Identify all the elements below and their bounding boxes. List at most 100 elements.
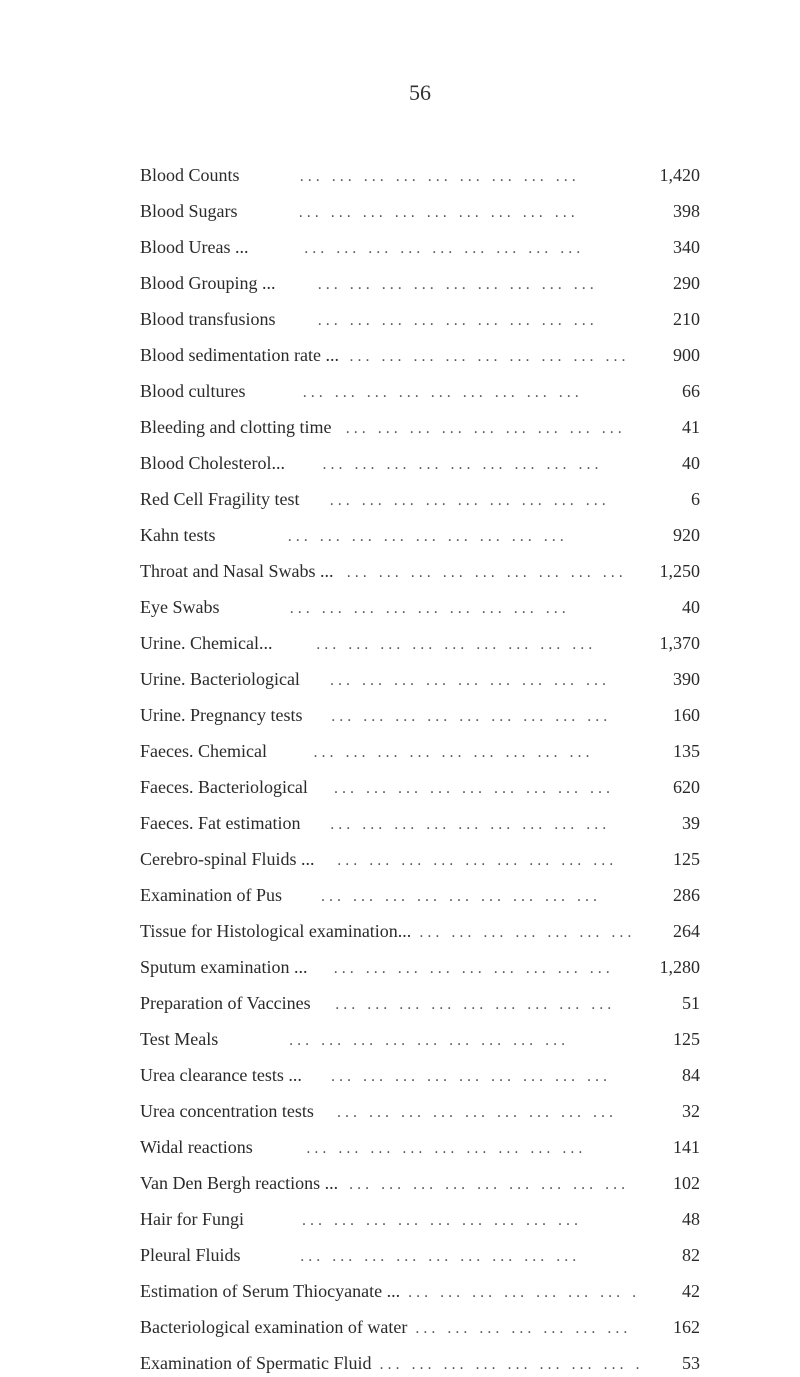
entry-dots: ... ... ... ... ... ... ... ... ...: [216, 525, 641, 549]
entry-value: 340: [640, 234, 700, 261]
entry-dots: ... ... ... ... ... ... ... ... ...: [407, 1317, 640, 1341]
entry-label: Urine. Bacteriological: [140, 666, 300, 693]
entry-dots: ... ... ... ... ... ... ... ... ...: [244, 1209, 640, 1233]
entry-row: Faeces. Chemical... ... ... ... ... ... …: [140, 738, 700, 765]
entry-label: Blood sedimentation rate ...: [140, 342, 339, 369]
entry-label: Faeces. Chemical: [140, 738, 267, 765]
entry-value: 40: [640, 594, 700, 621]
entry-dots: ... ... ... ... ... ... ... ... ...: [338, 1173, 640, 1197]
entry-row: Blood sedimentation rate ...... ... ... …: [140, 342, 700, 369]
entry-value: 135: [640, 738, 700, 765]
entry-label: Blood Cholesterol...: [140, 450, 285, 477]
entry-row: Examination of Pus... ... ... ... ... ..…: [140, 882, 700, 909]
entry-value: 390: [640, 666, 700, 693]
entry-row: Eye Swabs... ... ... ... ... ... ... ...…: [140, 594, 700, 621]
entry-dots: ... ... ... ... ... ... ... ... ...: [371, 1353, 640, 1377]
entry-label: Pleural Fluids: [140, 1242, 241, 1269]
entry-row: Urine. Pregnancy tests... ... ... ... ..…: [140, 702, 700, 729]
entry-value: 6: [640, 486, 700, 513]
entry-value: 920: [640, 522, 700, 549]
entry-label: Sputum examination ...: [140, 954, 307, 981]
entry-value: 1,370: [640, 630, 700, 657]
entry-label: Kahn tests: [140, 522, 216, 549]
entry-label: Preparation of Vaccines: [140, 990, 311, 1017]
entry-dots: ... ... ... ... ... ... ... ... ...: [300, 489, 641, 513]
entry-value: 40: [640, 450, 700, 477]
entry-dots: ... ... ... ... ... ... ... ... ...: [285, 453, 640, 477]
entry-label: Urine. Chemical...: [140, 630, 272, 657]
entry-value: 39: [640, 810, 700, 837]
entry-dots: ... ... ... ... ... ... ... ... ...: [238, 201, 640, 225]
entry-label: Urine. Pregnancy tests: [140, 702, 302, 729]
entry-row: Blood transfusions... ... ... ... ... ..…: [140, 306, 700, 333]
entry-row: Faeces. Bacteriological... ... ... ... .…: [140, 774, 700, 801]
entry-value: 42: [640, 1278, 700, 1305]
entry-label: Faeces. Fat estimation: [140, 810, 300, 837]
entry-dots: ... ... ... ... ... ... ... ... ...: [246, 381, 641, 405]
entry-dots: ... ... ... ... ... ... ... ... ...: [253, 1137, 640, 1161]
entry-label: Blood Sugars: [140, 198, 238, 225]
entry-label: Faeces. Bacteriological: [140, 774, 308, 801]
entry-row: Urea clearance tests ...... ... ... ... …: [140, 1062, 700, 1089]
entry-row: Red Cell Fragility test... ... ... ... .…: [140, 486, 700, 513]
entry-label: Urea concentration tests: [140, 1098, 314, 1125]
entry-dots: ... ... ... ... ... ... ... ... ...: [282, 885, 640, 909]
entry-label: Blood Counts: [140, 162, 240, 189]
entry-label: Test Meals: [140, 1026, 218, 1053]
entry-value: 900: [640, 342, 700, 369]
entry-value: 210: [640, 306, 700, 333]
entry-dots: ... ... ... ... ... ... ... ... ...: [311, 993, 640, 1017]
entry-value: 53: [640, 1350, 700, 1377]
entry-row: Bacteriological examination of water... …: [140, 1314, 700, 1341]
entry-dots: ... ... ... ... ... ... ... ... ...: [241, 1245, 640, 1269]
entry-value: 41: [640, 414, 700, 441]
entry-value: 82: [640, 1242, 700, 1269]
entry-dots: ... ... ... ... ... ... ... ... ...: [220, 597, 641, 621]
entry-value: 84: [640, 1062, 700, 1089]
entry-row: Preparation of Vaccines... ... ... ... .…: [140, 990, 700, 1017]
entry-label: Bleeding and clotting time: [140, 414, 331, 441]
entry-label: Widal reactions: [140, 1134, 253, 1161]
entry-dots: ... ... ... ... ... ... ... ... ...: [300, 813, 640, 837]
entry-value: 102: [640, 1170, 700, 1197]
entry-dots: ... ... ... ... ... ... ... ... ...: [240, 165, 640, 189]
entry-label: Hair for Fungi: [140, 1206, 244, 1233]
entry-dots: ... ... ... ... ... ... ... ... ...: [339, 345, 640, 369]
entry-dots: ... ... ... ... ... ... ... ... ...: [314, 1101, 640, 1125]
entry-row: Kahn tests... ... ... ... ... ... ... ..…: [140, 522, 700, 549]
entry-value: 264: [640, 918, 700, 945]
entry-label: Blood Ureas ...: [140, 234, 248, 261]
entry-row: Hair for Fungi... ... ... ... ... ... ..…: [140, 1206, 700, 1233]
entry-row: Pleural Fluids... ... ... ... ... ... ..…: [140, 1242, 700, 1269]
entry-dots: ... ... ... ... ... ... ... ... ...: [331, 417, 640, 441]
entry-dots: ... ... ... ... ... ... ... ... ...: [302, 705, 640, 729]
entry-value: 1,250: [640, 558, 700, 585]
entry-value: 290: [640, 270, 700, 297]
entry-dots: ... ... ... ... ... ... ... ... ...: [308, 777, 640, 801]
entry-row: Blood Grouping ...... ... ... ... ... ..…: [140, 270, 700, 297]
entry-value: 141: [640, 1134, 700, 1161]
entry-row: Urea concentration tests... ... ... ... …: [140, 1098, 700, 1125]
entry-row: Examination of Spermatic Fluid... ... ..…: [140, 1350, 700, 1377]
entry-dots: ... ... ... ... ... ... ... ... ...: [302, 1065, 640, 1089]
entry-value: 160: [640, 702, 700, 729]
entry-value: 162: [640, 1314, 700, 1341]
entries-list: Blood Counts... ... ... ... ... ... ... …: [140, 162, 700, 1377]
entry-value: 1,420: [640, 162, 700, 189]
entry-row: Urine. Bacteriological... ... ... ... ..…: [140, 666, 700, 693]
entry-row: Cerebro-spinal Fluids ...... ... ... ...…: [140, 846, 700, 873]
entry-label: Bacteriological examination of water: [140, 1314, 407, 1341]
entry-value: 66: [640, 378, 700, 405]
entry-label: Blood cultures: [140, 378, 246, 405]
entry-dots: ... ... ... ... ... ... ... ... ...: [333, 561, 640, 585]
entry-row: Van Den Bergh reactions ...... ... ... .…: [140, 1170, 700, 1197]
entry-row: Estimation of Serum Thiocyanate ...... .…: [140, 1278, 700, 1305]
entry-dots: ... ... ... ... ... ... ... ... ...: [248, 237, 640, 261]
entry-row: Widal reactions... ... ... ... ... ... .…: [140, 1134, 700, 1161]
entry-label: Examination of Pus: [140, 882, 282, 909]
entry-label: Blood transfusions: [140, 306, 276, 333]
entry-value: 125: [640, 1026, 700, 1053]
entry-row: Blood Cholesterol...... ... ... ... ... …: [140, 450, 700, 477]
entry-dots: ... ... ... ... ... ... ... ... ...: [276, 273, 640, 297]
entry-value: 32: [640, 1098, 700, 1125]
